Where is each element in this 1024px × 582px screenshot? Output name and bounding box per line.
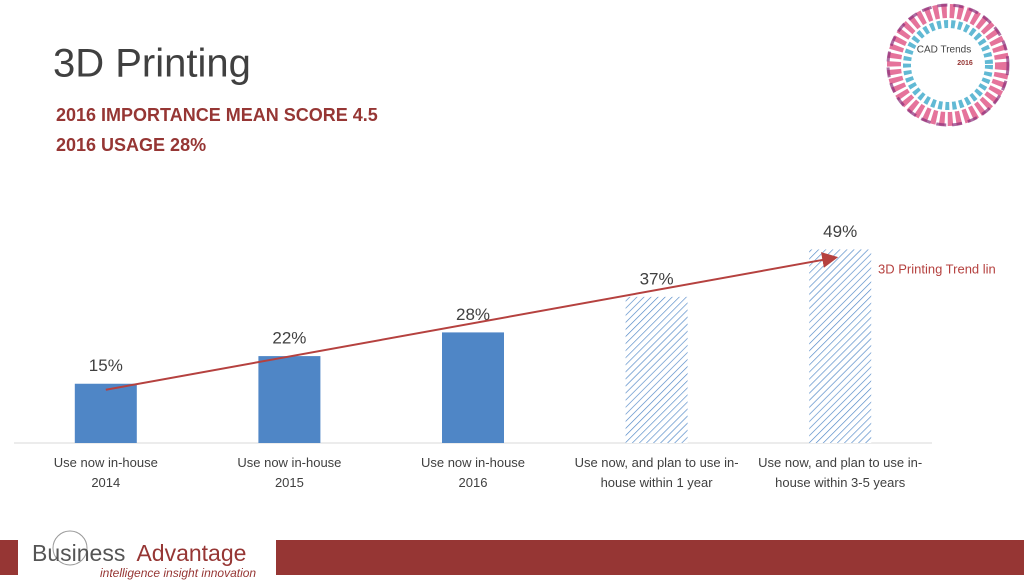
subtitle: 2016 USAGE 28% [56, 135, 206, 155]
footer: Business Advantage intelligence insight … [0, 530, 1024, 580]
logo-title: CAD Trends [917, 45, 971, 56]
brand-first: Business [32, 540, 125, 566]
x-tick-label: Use now in-house 2015 [237, 455, 341, 490]
subtitle: 2016 IMPORTANCE MEAN SCORE 4.5 [56, 105, 378, 125]
x-tick-label-line: 2016 [459, 475, 488, 490]
x-tick-label-line: Use now, and plan to use in- [758, 455, 922, 470]
bar [74, 383, 137, 443]
x-tick-label-line: Use now in-house [54, 455, 158, 470]
bar [442, 332, 504, 443]
trend-arrow [105, 252, 839, 391]
slide-title: 3D Printing [53, 42, 251, 86]
x-tick-label-line: 2014 [91, 475, 120, 490]
x-tick-label-line: house within 3-5 years [775, 475, 906, 490]
tagline: intelligence insight innovation [100, 566, 256, 580]
value-label: 22% [272, 329, 306, 348]
value-label: 49% [823, 222, 857, 241]
bar [809, 249, 872, 443]
value-label: 37% [640, 269, 674, 288]
x-tick-label: Use now in-house 2016 [421, 455, 525, 490]
brand-second: Advantage [136, 540, 246, 566]
logo-year: 2016 [957, 60, 973, 67]
x-tick-label: Use now in-house 2014 [54, 455, 158, 490]
x-tick-label-line: Use now, and plan to use in- [575, 455, 739, 470]
footer-band [0, 540, 18, 575]
x-tick-label-line: 2015 [275, 475, 304, 490]
globe [52, 530, 88, 566]
x-tick-label-line: Use now in-house [237, 455, 341, 470]
bar [258, 356, 321, 443]
bar [625, 296, 688, 443]
x-tick-label-line: Use now in-house [421, 455, 525, 470]
x-tick-label: Use now, and plan to use in-house within… [575, 455, 739, 490]
plot: 15% Use now in-house 2014 22% Use now in-hou… [54, 222, 996, 491]
value-label: 15% [89, 356, 123, 375]
trend-annotation: 3D Printing Trend lin [878, 261, 996, 276]
x-tick-label-line: house within 1 year [601, 475, 714, 490]
brand: Business Advantage [32, 540, 246, 566]
value-label: 28% [456, 305, 490, 324]
footer-band [276, 540, 1024, 575]
x-tick-label: Use now, and plan to use in-house within… [758, 455, 922, 490]
logo: CAD Trends 2016 [886, 3, 1010, 127]
